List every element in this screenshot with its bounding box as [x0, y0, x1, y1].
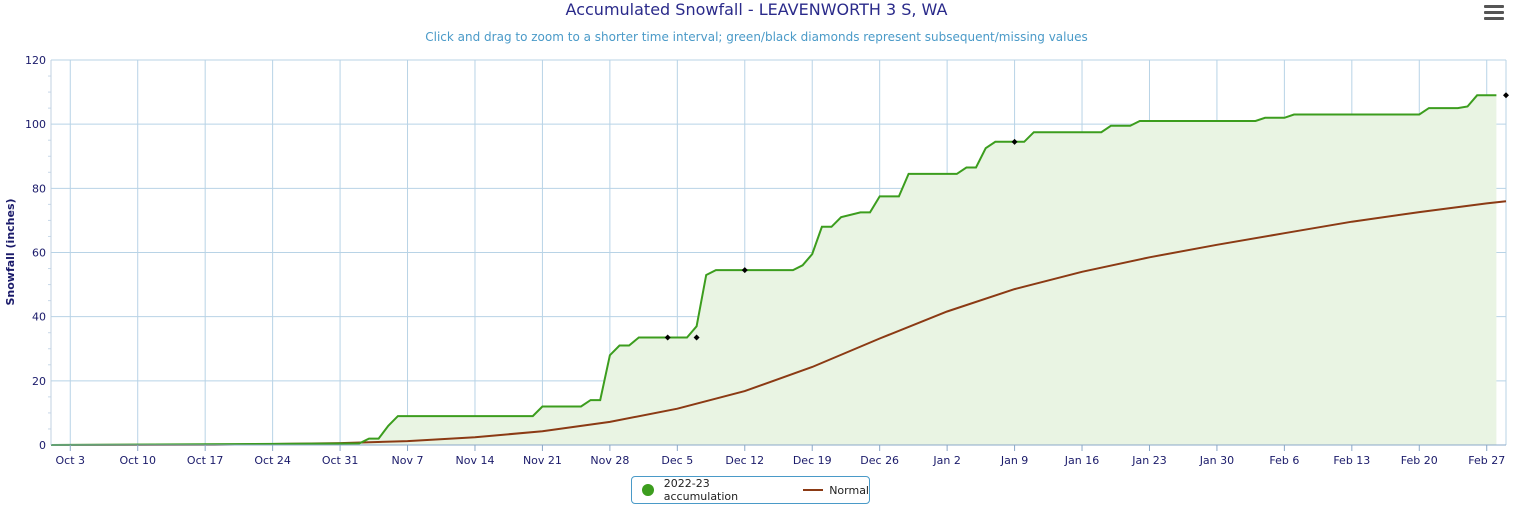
x-tick-label: Oct 24: [254, 454, 291, 467]
x-tick-label: Oct 17: [187, 454, 224, 467]
green-dot-icon: [642, 484, 654, 496]
x-tick-label: Oct 31: [322, 454, 359, 467]
legend-label-normal: Normal: [829, 484, 869, 497]
x-tick-label: Feb 6: [1269, 454, 1299, 467]
legend-item-normal[interactable]: Normal: [785, 484, 869, 497]
x-tick-label: Nov 7: [392, 454, 424, 467]
x-tick-label: Dec 26: [860, 454, 899, 467]
y-tick-label: 100: [25, 118, 46, 131]
missing-value-diamond[interactable]: [1503, 92, 1509, 98]
y-tick-label: 40: [32, 311, 46, 324]
x-tick-label: Nov 14: [455, 454, 494, 467]
x-tick-label: Nov 21: [523, 454, 562, 467]
x-tick-label: Jan 23: [1131, 454, 1166, 467]
brown-line-icon: [803, 489, 823, 491]
x-tick-label: Oct 3: [56, 454, 86, 467]
x-tick-label: Jan 30: [1199, 454, 1234, 467]
legend-item-accumulation[interactable]: 2022-23 accumulation: [632, 477, 785, 503]
y-tick-label: 60: [32, 247, 46, 260]
y-tick-label: 0: [39, 439, 46, 452]
x-tick-label: Oct 10: [119, 454, 156, 467]
x-tick-label: Jan 16: [1064, 454, 1099, 467]
y-tick-label: 20: [32, 375, 46, 388]
legend: 2022-23 accumulation Normal: [631, 476, 870, 504]
y-tick-label: 80: [32, 182, 46, 195]
x-tick-label: Jan 9: [1000, 454, 1028, 467]
x-tick-label: Feb 20: [1401, 454, 1438, 467]
x-tick-label: Dec 12: [725, 454, 764, 467]
legend-label-accumulation: 2022-23 accumulation: [664, 477, 785, 503]
x-tick-label: Jan 2: [932, 454, 960, 467]
snowfall-chart[interactable]: Oct 3 Oct 10 Oct 17 Oct 24 Oct 31 Nov 7 Nov 14…: [0, 0, 1513, 476]
x-tick-label: Feb 13: [1333, 454, 1370, 467]
x-tick-label: Feb 27: [1468, 454, 1505, 467]
y-axis-label: Snowfall (inches): [4, 198, 17, 305]
x-tick-label: Dec 5: [661, 454, 693, 467]
x-tick-label: Nov 28: [590, 454, 629, 467]
y-tick-label: 120: [25, 54, 46, 67]
x-tick-label: Dec 19: [793, 454, 832, 467]
